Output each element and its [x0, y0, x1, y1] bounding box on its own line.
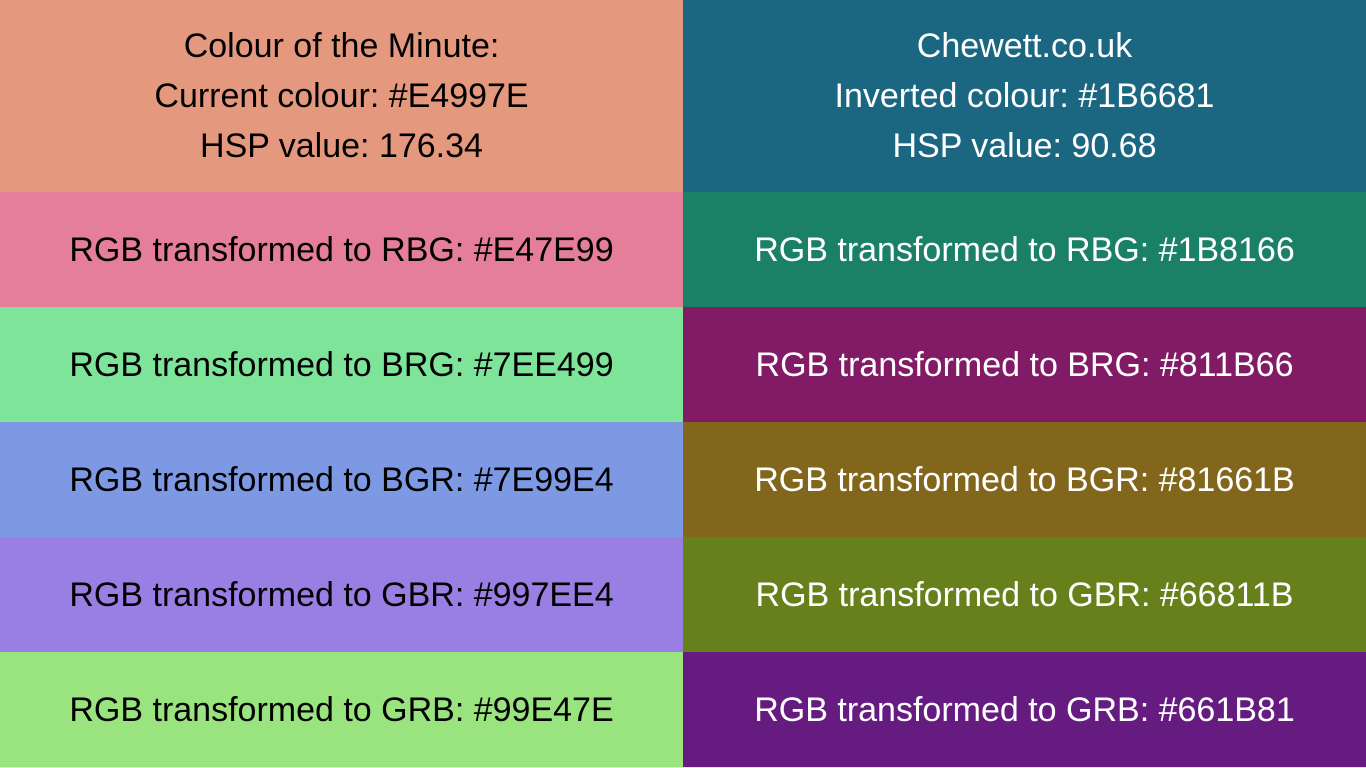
inverted-colour-panel: Chewett.co.uk Inverted colour: #1B6681 H… — [683, 0, 1366, 192]
swatch-label: RGB transformed to GBR: #997EE4 — [69, 575, 614, 614]
current-colour-panel: Colour of the Minute: Current colour: #E… — [0, 0, 683, 192]
site-name: Chewett.co.uk — [916, 27, 1133, 65]
colour-of-minute-title: Colour of the Minute: — [183, 27, 500, 65]
swatch-inverted-rbg: RGB transformed to RBG: #1B8166 — [683, 192, 1366, 307]
swatch-inverted-bgr: RGB transformed to BGR: #81661B — [683, 422, 1366, 537]
inverted-colour-value: Inverted colour: #1B6681 — [834, 77, 1215, 115]
swatch-label: RGB transformed to BGR: #7E99E4 — [69, 460, 614, 499]
swatch-label: RGB transformed to GBR: #66811B — [755, 575, 1294, 614]
swatch-gbr: RGB transformed to GBR: #997EE4 — [0, 537, 683, 652]
current-hsp-value: HSP value: 176.34 — [200, 127, 483, 165]
swatch-label: RGB transformed to GRB: #99E47E — [69, 690, 614, 729]
swatch-bgr: RGB transformed to BGR: #7E99E4 — [0, 422, 683, 537]
swatch-grb: RGB transformed to GRB: #99E47E — [0, 652, 683, 767]
inverted-hsp-value: HSP value: 90.68 — [892, 127, 1157, 165]
swatch-label: RGB transformed to BGR: #81661B — [754, 460, 1295, 499]
swatch-label: RGB transformed to GRB: #661B81 — [754, 690, 1295, 729]
swatch-inverted-brg: RGB transformed to BRG: #811B66 — [683, 307, 1366, 422]
swatch-label: RGB transformed to RBG: #1B8166 — [754, 230, 1295, 269]
swatch-label: RGB transformed to BRG: #7EE499 — [69, 345, 614, 384]
current-colour-value: Current colour: #E4997E — [154, 77, 529, 115]
swatch-label: RGB transformed to BRG: #811B66 — [755, 345, 1294, 384]
swatch-inverted-gbr: RGB transformed to GBR: #66811B — [683, 537, 1366, 652]
swatch-brg: RGB transformed to BRG: #7EE499 — [0, 307, 683, 422]
swatch-inverted-grb: RGB transformed to GRB: #661B81 — [683, 652, 1366, 767]
swatch-rbg: RGB transformed to RBG: #E47E99 — [0, 192, 683, 307]
swatch-label: RGB transformed to RBG: #E47E99 — [69, 230, 614, 269]
